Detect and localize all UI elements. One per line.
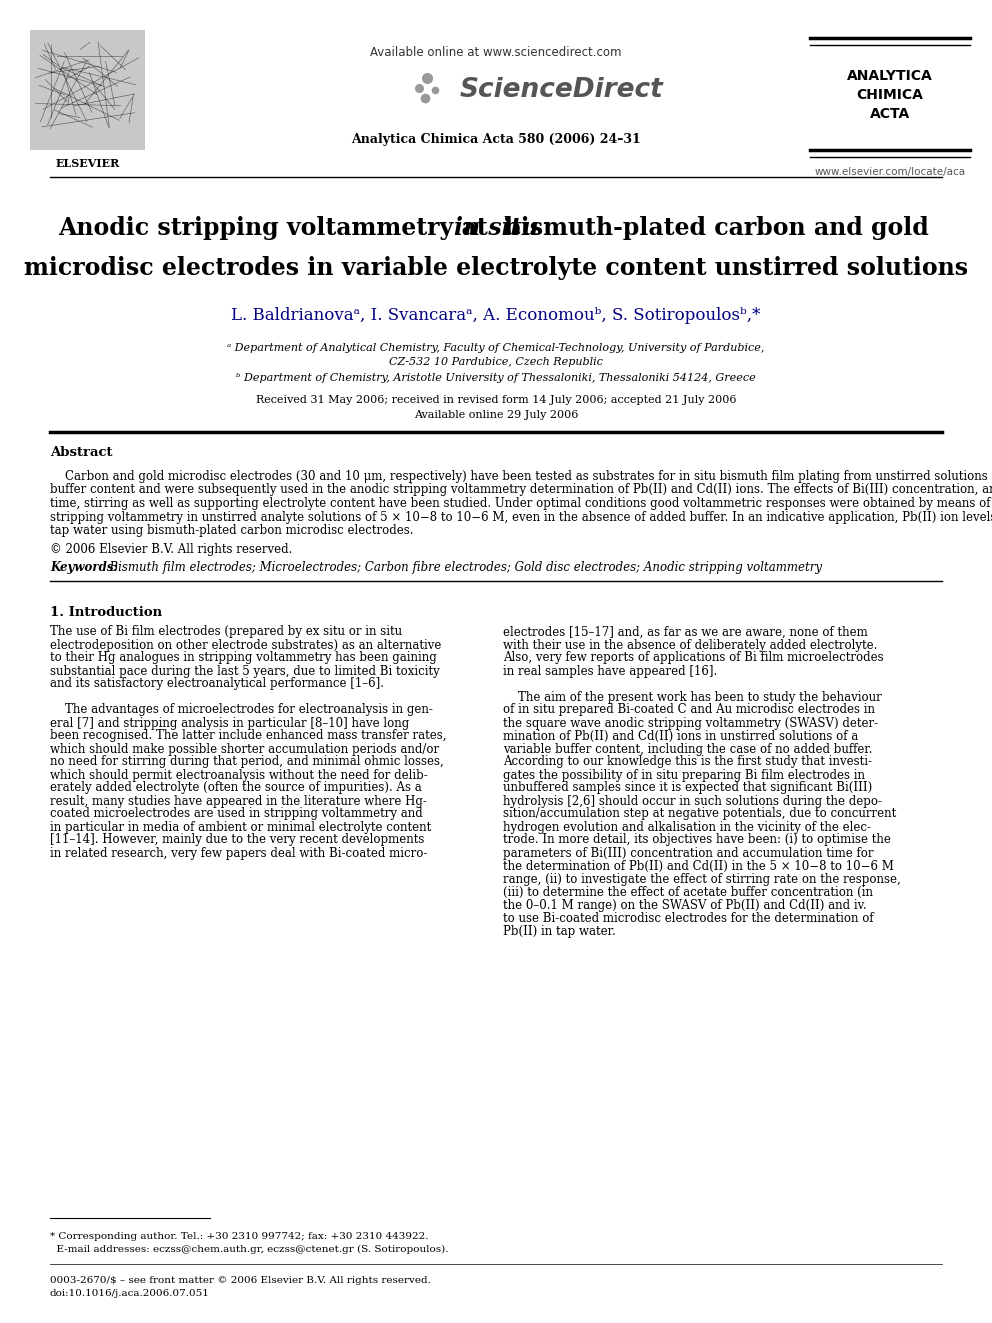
Text: The use of Bi film electrodes (prepared by ex situ or in situ: The use of Bi film electrodes (prepared … [50, 626, 402, 639]
Text: in particular in media of ambient or minimal electrolyte content: in particular in media of ambient or min… [50, 820, 432, 833]
Text: in real samples have appeared [16].: in real samples have appeared [16]. [503, 664, 717, 677]
Text: which should permit electroanalysis without the need for delib-: which should permit electroanalysis with… [50, 769, 428, 782]
Text: Analytica Chimica Acta 580 (2006) 24–31: Analytica Chimica Acta 580 (2006) 24–31 [351, 134, 641, 147]
Text: ANALYTICA
CHIMICA
ACTA: ANALYTICA CHIMICA ACTA [847, 69, 932, 122]
Text: CZ-532 10 Pardubice, Czech Republic: CZ-532 10 Pardubice, Czech Republic [389, 357, 603, 366]
Text: Bismuth film electrodes; Microelectrodes; Carbon fibre electrodes; Gold disc ele: Bismuth film electrodes; Microelectrodes… [102, 561, 822, 573]
Text: (iii) to determine the effect of acetate buffer concentration (in: (iii) to determine the effect of acetate… [503, 885, 873, 898]
Text: 1. Introduction: 1. Introduction [50, 606, 162, 618]
Text: of in situ prepared Bi-coated C and Au microdisc electrodes in: of in situ prepared Bi-coated C and Au m… [503, 704, 875, 717]
Text: Available online at www.sciencedirect.com: Available online at www.sciencedirect.co… [370, 45, 622, 58]
Text: According to our knowledge this is the first study that investi-: According to our knowledge this is the f… [503, 755, 872, 769]
Text: ᵃ Department of Analytical Chemistry, Faculty of Chemical-Technology, University: ᵃ Department of Analytical Chemistry, Fa… [227, 343, 765, 353]
Text: www.elsevier.com/locate/aca: www.elsevier.com/locate/aca [814, 167, 965, 177]
Text: time, stirring as well as supporting electrolyte content have been studied. Unde: time, stirring as well as supporting ele… [50, 497, 992, 509]
Text: The advantages of microelectrodes for electroanalysis in gen-: The advantages of microelectrodes for el… [50, 704, 433, 717]
Text: erately added electrolyte (often the source of impurities). As a: erately added electrolyte (often the sou… [50, 782, 422, 795]
Text: [11–14]. However, mainly due to the very recent developments: [11–14]. However, mainly due to the very… [50, 833, 425, 847]
Text: doi:10.1016/j.aca.2006.07.051: doi:10.1016/j.aca.2006.07.051 [50, 1289, 210, 1298]
Text: trode. In more detail, its objectives have been: (i) to optimise the: trode. In more detail, its objectives ha… [503, 833, 891, 847]
Text: tap water using bismuth-plated carbon microdisc electrodes.: tap water using bismuth-plated carbon mi… [50, 524, 414, 537]
Text: Received 31 May 2006; received in revised form 14 July 2006; accepted 21 July 20: Received 31 May 2006; received in revise… [256, 396, 736, 405]
Text: which should make possible shorter accumulation periods and/or: which should make possible shorter accum… [50, 742, 439, 755]
Text: been recognised. The latter include enhanced mass transfer rates,: been recognised. The latter include enha… [50, 729, 446, 742]
Text: coated microelectrodes are used in stripping voltammetry and: coated microelectrodes are used in strip… [50, 807, 423, 820]
Text: with their use in the absence of deliberately added electrolyte.: with their use in the absence of deliber… [503, 639, 877, 651]
Text: * Corresponding author. Tel.: +30 2310 997742; fax: +30 2310 443922.: * Corresponding author. Tel.: +30 2310 9… [50, 1232, 429, 1241]
Text: variable buffer content, including the case of no added buffer.: variable buffer content, including the c… [503, 742, 873, 755]
Text: parameters of Bi(III) concentration and accumulation time for: parameters of Bi(III) concentration and … [503, 847, 874, 860]
Text: Pb(II) in tap water.: Pb(II) in tap water. [503, 925, 616, 938]
Text: ELSEVIER: ELSEVIER [56, 157, 120, 169]
Text: The aim of the present work has been to study the behaviour: The aim of the present work has been to … [503, 691, 882, 704]
Text: Keywords:: Keywords: [50, 561, 118, 573]
Text: gates the possibility of in situ preparing Bi film electrodes in: gates the possibility of in situ prepari… [503, 769, 865, 782]
Text: Anodic stripping voltammetry at: Anodic stripping voltammetry at [59, 216, 496, 239]
Text: sition/accumulation step at negative potentials, due to concurrent: sition/accumulation step at negative pot… [503, 807, 896, 820]
Text: hydrogen evolution and alkalisation in the vicinity of the elec-: hydrogen evolution and alkalisation in t… [503, 820, 871, 833]
Text: in situ: in situ [453, 216, 539, 239]
Text: the determination of Pb(II) and Cd(II) in the 5 × 10−8 to 10−6 M: the determination of Pb(II) and Cd(II) i… [503, 860, 894, 872]
Text: no need for stirring during that period, and minimal ohmic losses,: no need for stirring during that period,… [50, 755, 443, 769]
Text: result, many studies have appeared in the literature where Hg-: result, many studies have appeared in th… [50, 795, 427, 807]
Text: ScienceDirect: ScienceDirect [460, 77, 664, 103]
Text: eral [7] and stripping analysis in particular [8–10] have long: eral [7] and stripping analysis in parti… [50, 717, 410, 729]
Text: electrodeposition on other electrode substrates) as an alternative: electrodeposition on other electrode sub… [50, 639, 441, 651]
Bar [30, 30, 145, 149]
Text: to use Bi-coated microdisc electrodes for the determination of: to use Bi-coated microdisc electrodes fo… [503, 912, 874, 925]
Text: Carbon and gold microdisc electrodes (30 and 10 μm, respectively) have been test: Carbon and gold microdisc electrodes (30… [50, 470, 992, 483]
Text: and its satisfactory electroanalytical performance [1–6].: and its satisfactory electroanalytical p… [50, 677, 384, 691]
Text: bismuth-plated carbon and gold: bismuth-plated carbon and gold [496, 216, 929, 239]
Text: Available online 29 July 2006: Available online 29 July 2006 [414, 410, 578, 419]
Text: © 2006 Elsevier B.V. All rights reserved.: © 2006 Elsevier B.V. All rights reserved… [50, 542, 293, 556]
Text: mination of Pb(II) and Cd(II) ions in unstirred solutions of a: mination of Pb(II) and Cd(II) ions in un… [503, 729, 858, 742]
Text: the square wave anodic stripping voltammetry (SWASV) deter-: the square wave anodic stripping voltamm… [503, 717, 878, 729]
Text: ᵇ Department of Chemistry, Aristotle University of Thessaloniki, Thessaloniki 54: ᵇ Department of Chemistry, Aristotle Uni… [236, 373, 756, 382]
Text: substantial pace during the last 5 years, due to limited Bi toxicity: substantial pace during the last 5 years… [50, 664, 439, 677]
Text: to their Hg analogues in stripping voltammetry has been gaining: to their Hg analogues in stripping volta… [50, 651, 436, 664]
Text: Abstract: Abstract [50, 446, 112, 459]
Text: 0003-2670/$ – see front matter © 2006 Elsevier B.V. All rights reserved.: 0003-2670/$ – see front matter © 2006 El… [50, 1275, 431, 1285]
Text: unbuffered samples since it is expected that significant Bi(III): unbuffered samples since it is expected … [503, 782, 872, 795]
Text: Anodic stripping voltammetry at in situ bismuth-plated carbon and gold: Anodic stripping voltammetry at in situ … [18, 216, 974, 239]
Text: in related research, very few papers deal with Bi-coated micro-: in related research, very few papers dea… [50, 847, 428, 860]
Text: microdisc electrodes in variable electrolyte content unstirred solutions: microdisc electrodes in variable electro… [24, 255, 968, 280]
Text: E-mail addresses: eczss@chem.auth.gr, eczss@ctenet.gr (S. Sotiropoulos).: E-mail addresses: eczss@chem.auth.gr, ec… [50, 1245, 448, 1254]
Text: L. Baldrianovaᵃ, I. Svancaraᵃ, A. Economouᵇ, S. Sotiropoulosᵇ,*: L. Baldrianovaᵃ, I. Svancaraᵃ, A. Econom… [231, 307, 761, 324]
Text: electrodes [15–17] and, as far as we are aware, none of them: electrodes [15–17] and, as far as we are… [503, 626, 868, 639]
Text: buffer content and were subsequently used in the anodic stripping voltammetry de: buffer content and were subsequently use… [50, 483, 992, 496]
Text: the 0–0.1 M range) on the SWASV of Pb(II) and Cd(II) and iv.: the 0–0.1 M range) on the SWASV of Pb(II… [503, 898, 867, 912]
Text: hydrolysis [2,6] should occur in such solutions during the depo-: hydrolysis [2,6] should occur in such so… [503, 795, 882, 807]
Text: Also, very few reports of applications of Bi film microelectrodes: Also, very few reports of applications o… [503, 651, 884, 664]
Text: range, (ii) to investigate the effect of stirring rate on the response,: range, (ii) to investigate the effect of… [503, 872, 901, 885]
Text: stripping voltammetry in unstirred analyte solutions of 5 × 10−8 to 10−6 M, even: stripping voltammetry in unstirred analy… [50, 511, 992, 524]
